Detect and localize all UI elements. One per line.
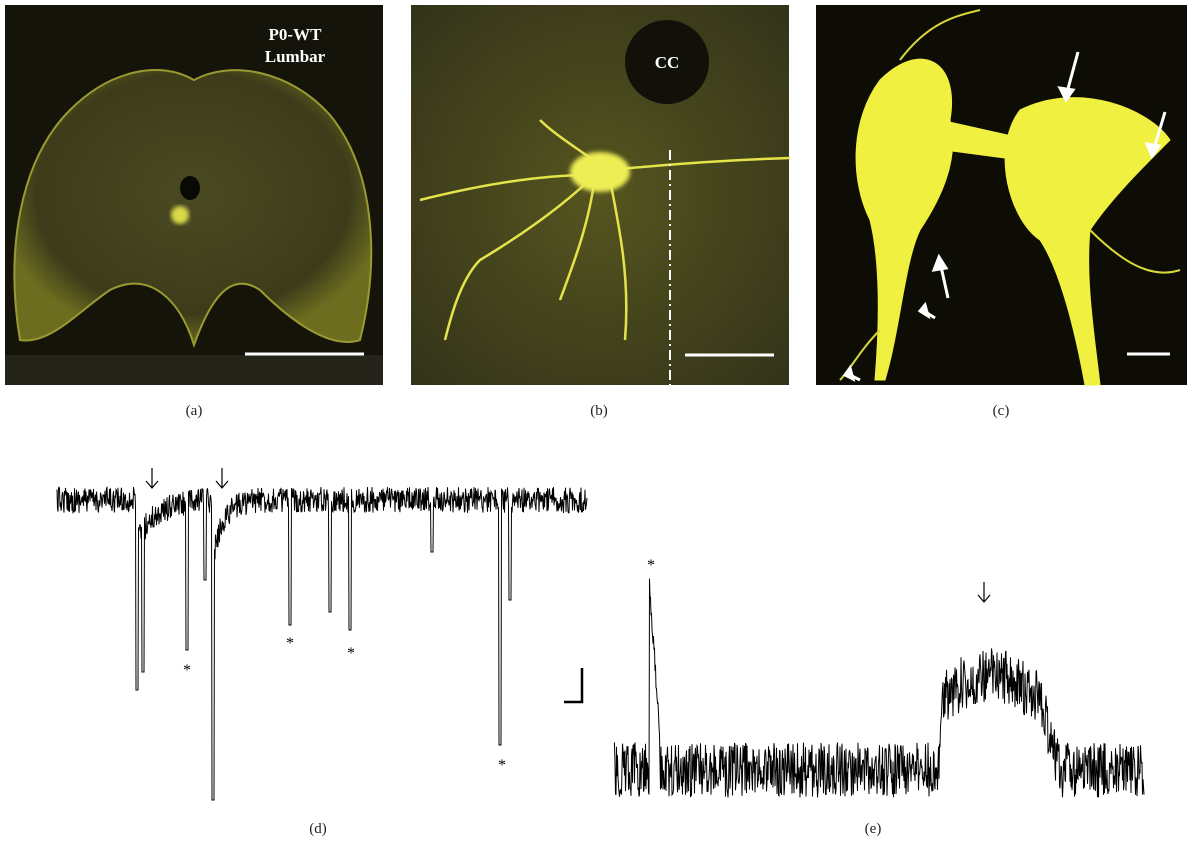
annotation: P0-WT	[269, 25, 323, 44]
annotation: Lumbar	[265, 47, 326, 66]
trace-d	[57, 487, 587, 800]
panel-label: (e)	[865, 821, 882, 837]
panel-label: (d)	[309, 821, 327, 837]
panel-b-image	[411, 5, 790, 385]
panel-label: (b)	[590, 403, 608, 419]
trace-e	[614, 579, 1144, 798]
panel-a-image	[5, 5, 383, 385]
panel-label: (c)	[993, 403, 1010, 419]
figure: P0-WT Lumbar (a) CC (b)	[0, 0, 1191, 843]
annotation: CC	[655, 53, 680, 72]
panel-c-image	[816, 5, 1187, 385]
marker: *	[347, 645, 355, 662]
panel-label: (a)	[186, 403, 203, 419]
arrows	[146, 468, 990, 602]
scale-bar	[564, 668, 582, 702]
marker: *	[647, 557, 655, 574]
marker: *	[498, 757, 506, 774]
marker: *	[286, 635, 294, 652]
marker: *	[183, 662, 191, 679]
